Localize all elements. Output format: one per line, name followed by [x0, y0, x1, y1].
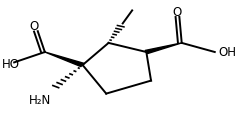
Text: HO: HO	[2, 58, 20, 71]
Text: H₂N: H₂N	[29, 94, 51, 107]
Polygon shape	[145, 43, 182, 54]
Polygon shape	[45, 52, 84, 67]
Text: O: O	[172, 6, 182, 19]
Text: OH: OH	[219, 46, 236, 59]
Text: O: O	[30, 20, 39, 33]
